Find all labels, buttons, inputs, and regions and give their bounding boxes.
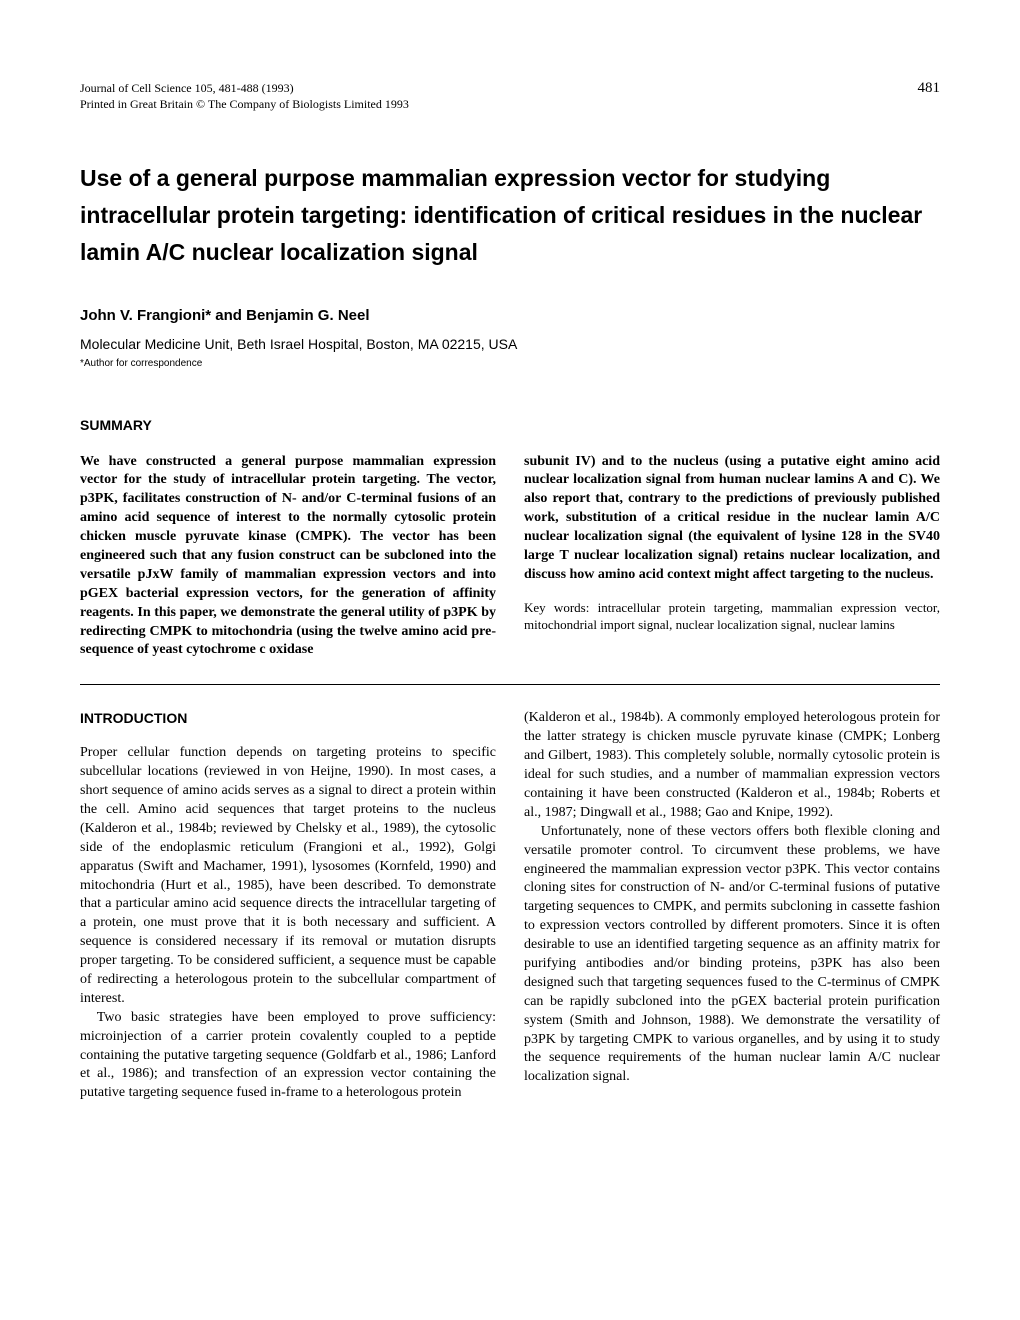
summary-text-left: We have constructed a general purpose ma… — [80, 454, 496, 658]
summary-text-right: subunit IV) and to the nucleus (using a … — [524, 454, 940, 582]
summary-columns: We have constructed a general purpose ma… — [80, 453, 940, 661]
summary-left-column: We have constructed a general purpose ma… — [80, 453, 496, 661]
introduction-left-column: INTRODUCTION Proper cellular function de… — [80, 709, 496, 1103]
affiliation: Molecular Medicine Unit, Beth Israel Hos… — [80, 336, 940, 352]
journal-copyright: Printed in Great Britain © The Company o… — [80, 97, 409, 113]
page-number: 481 — [918, 80, 941, 97]
page-header: Journal of Cell Science 105, 481-488 (19… — [80, 80, 940, 112]
summary-right-column: subunit IV) and to the nucleus (using a … — [524, 453, 940, 661]
authors: John V. Frangioni* and Benjamin G. Neel — [80, 307, 940, 324]
introduction-right-column: (Kalderon et al., 1984b). A commonly emp… — [524, 709, 940, 1103]
journal-info: Journal of Cell Science 105, 481-488 (19… — [80, 81, 409, 112]
correspondence-note: *Author for correspondence — [80, 358, 940, 369]
section-divider — [80, 684, 940, 685]
article-title: Use of a general purpose mammalian expre… — [80, 160, 940, 270]
intro-paragraph-3: (Kalderon et al., 1984b). A commonly emp… — [524, 709, 940, 822]
keywords: Key words: intracellular protein targeti… — [524, 599, 940, 634]
introduction-columns: INTRODUCTION Proper cellular function de… — [80, 709, 940, 1103]
intro-paragraph-1: Proper cellular function depends on targ… — [80, 744, 496, 1008]
intro-paragraph-4: Unfortunately, none of these vectors off… — [524, 823, 940, 1087]
journal-citation: Journal of Cell Science 105, 481-488 (19… — [80, 81, 409, 97]
summary-heading: SUMMARY — [80, 417, 940, 433]
intro-paragraph-2: Two basic strategies have been employed … — [80, 1009, 496, 1103]
introduction-heading: INTRODUCTION — [80, 709, 496, 728]
